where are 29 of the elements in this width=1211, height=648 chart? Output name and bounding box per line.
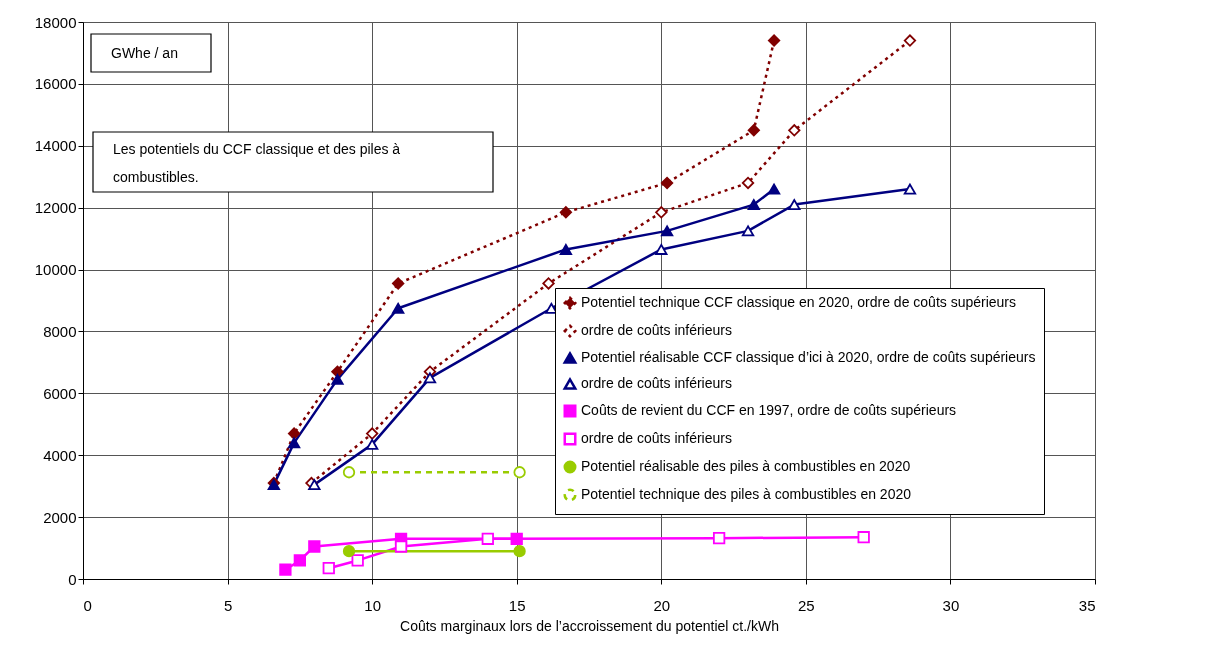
x-tick-label: 5 [223, 596, 233, 614]
x-tick-label: 35 [1078, 596, 1096, 614]
x-tick-label: 25 [798, 596, 815, 614]
legend-label: Potentiel réalisable CCF classique d’ici à 2020, ordre de coûts supérieurs [581, 349, 1036, 365]
legend-label: Potentiel technique CCF classique en 2020, ordre de coûts supérieurs [581, 294, 1017, 310]
text: Les potentiels du CCF classique et des piles à combustibles. [113, 141, 401, 185]
legend-label: Potentiel réalisable des piles à combustibles en 2020 [581, 458, 911, 474]
x-tick-label: 20 [653, 596, 671, 614]
y-tick-label: 14000 [34, 137, 77, 155]
x-tick-label: 30 [942, 596, 960, 614]
y-tick-label: 8000 [43, 322, 77, 340]
x-axis-title: Coûts marginaux lors de l’accroissement du potentiel ct./kWh [400, 617, 779, 634]
legend-label: ordre de coûts inférieurs [581, 375, 732, 391]
y-tick-label: 2000 [43, 508, 77, 526]
x-tick-label: 10 [364, 596, 381, 614]
y-tick-label: 10000 [34, 261, 77, 279]
x-tick-label: 0 [83, 596, 92, 614]
y-tick-label: 6000 [43, 384, 77, 402]
legend-label: ordre de coûts inférieurs [581, 322, 732, 338]
y-tick-label: 0 [68, 570, 77, 588]
x-tick-label: 15 [508, 596, 526, 614]
y-tick-label: 16000 [34, 75, 77, 93]
y-axis-title: GWhe / an [111, 45, 178, 61]
legend-label: Coûts de revient du CCF en 1997, ordre de coûts supérieurs [581, 402, 957, 418]
y-tick-label: 12000 [34, 199, 77, 217]
y-tick-label: 18000 [34, 13, 77, 31]
y-tick-label: 4000 [43, 446, 77, 464]
legend-label: Potentiel technique des piles à combustibles en 2020 [581, 486, 912, 502]
legend-label: ordre de coûts inférieurs [581, 430, 732, 446]
